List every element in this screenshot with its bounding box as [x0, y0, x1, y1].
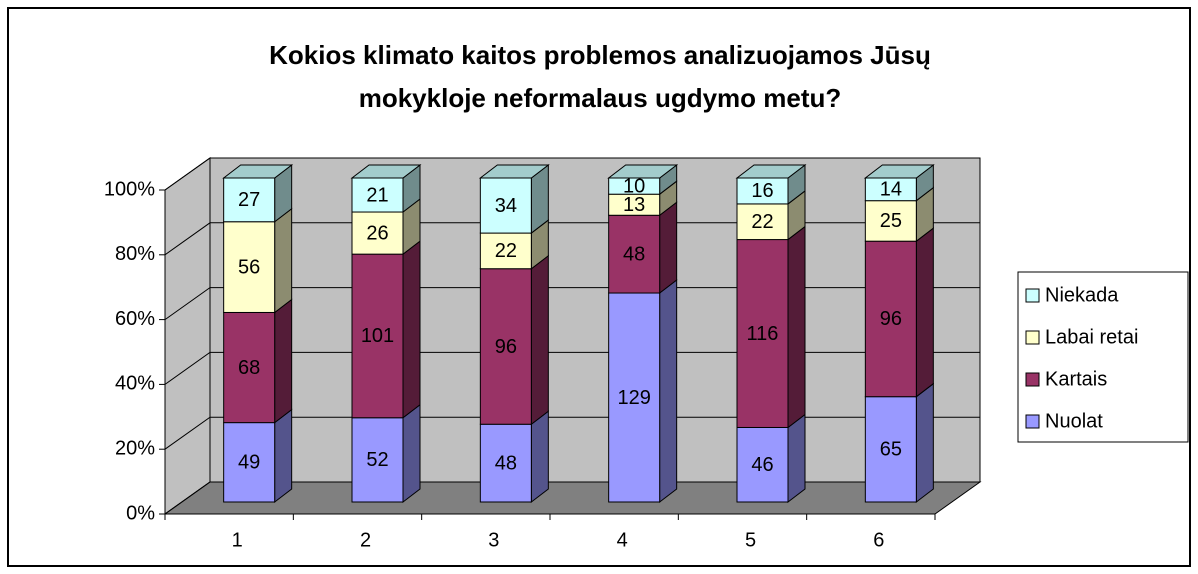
legend — [1017, 271, 1189, 443]
bar-side — [915, 227, 934, 398]
x-tick-label: 6 — [873, 529, 884, 551]
bar-side — [787, 413, 806, 504]
grid-line — [164, 222, 980, 256]
chart-title: Kokios klimato kaitos problemos analizuo… — [269, 40, 931, 70]
bar — [223, 221, 276, 313]
bar-side — [915, 382, 934, 504]
data-label: 116 — [747, 323, 779, 345]
bar-side — [530, 254, 549, 426]
x-tick-label: 3 — [488, 529, 499, 551]
back-wall — [209, 157, 981, 483]
legend-label: Kartais — [1045, 368, 1107, 390]
x-tick-label: 5 — [745, 529, 756, 551]
bar — [351, 417, 404, 503]
bar — [608, 214, 661, 294]
bar-side — [402, 240, 421, 419]
data-label: 22 — [751, 211, 773, 233]
bar — [351, 253, 404, 419]
bar-side — [530, 410, 549, 504]
bar — [608, 292, 661, 503]
data-label: 14 — [880, 179, 902, 201]
legend-swatch — [1025, 288, 1040, 303]
bar — [351, 177, 404, 213]
data-label: 10 — [623, 175, 645, 197]
bar — [864, 396, 917, 503]
data-label: 25 — [880, 210, 902, 232]
data-label: 16 — [751, 180, 773, 202]
chart-subtitle: mokykloje neformalaus ugdymo metu? — [359, 83, 842, 113]
y-tick-label: 20% — [115, 437, 155, 459]
y-tick-label: 100% — [104, 178, 155, 200]
data-label: 49 — [238, 452, 260, 474]
data-label: 34 — [495, 195, 517, 217]
data-label: 56 — [238, 256, 260, 278]
bar-side — [402, 403, 421, 504]
grid-line — [164, 481, 980, 515]
bar — [864, 177, 917, 202]
x-tick-label: 2 — [360, 529, 371, 551]
legend-swatch — [1025, 330, 1040, 345]
data-label: 96 — [880, 308, 902, 330]
bar — [479, 177, 532, 234]
data-label: 21 — [366, 184, 388, 206]
legend-label: Nuolat — [1045, 410, 1103, 432]
data-label: 26 — [366, 222, 388, 244]
bar-side — [787, 225, 806, 429]
bar-side — [659, 279, 678, 504]
bar — [736, 177, 789, 205]
data-label: 13 — [623, 194, 645, 216]
bar — [223, 177, 276, 223]
legend-swatch — [1025, 414, 1040, 429]
bar — [479, 232, 532, 270]
y-tick-label: 40% — [115, 373, 155, 395]
data-label: 48 — [623, 243, 645, 265]
bar-side — [274, 298, 293, 424]
y-tick-label: 0% — [126, 502, 155, 524]
y-tick-label: 60% — [115, 308, 155, 330]
grid-line — [164, 416, 980, 450]
data-label: 22 — [495, 240, 517, 262]
x-tick-label: 1 — [232, 529, 243, 551]
grid-line — [164, 351, 980, 385]
grid-line — [164, 287, 980, 321]
bar — [608, 177, 661, 195]
y-tick-label: 80% — [115, 243, 155, 265]
bar — [736, 426, 789, 503]
data-label: 101 — [361, 325, 394, 347]
side-wall — [164, 157, 211, 515]
bar — [223, 422, 276, 503]
data-label: 96 — [495, 336, 517, 358]
legend-swatch — [1025, 372, 1040, 387]
bar-side — [274, 408, 293, 504]
data-label: 46 — [751, 454, 773, 476]
x-tick-label: 4 — [617, 529, 628, 551]
data-label: 48 — [495, 452, 517, 474]
bar-side — [659, 201, 678, 295]
bar — [864, 240, 917, 398]
bar — [479, 268, 532, 425]
bar — [479, 423, 532, 503]
bar — [223, 311, 276, 424]
grid-line — [164, 157, 980, 191]
data-label: 68 — [238, 357, 260, 379]
data-label: 52 — [366, 449, 388, 471]
data-label: 27 — [238, 189, 260, 211]
legend-label: Niekada — [1045, 284, 1119, 306]
legend-label: Labai retai — [1045, 326, 1138, 348]
data-label: 65 — [880, 439, 902, 461]
bar-side — [274, 207, 293, 314]
data-label: 129 — [617, 387, 650, 409]
